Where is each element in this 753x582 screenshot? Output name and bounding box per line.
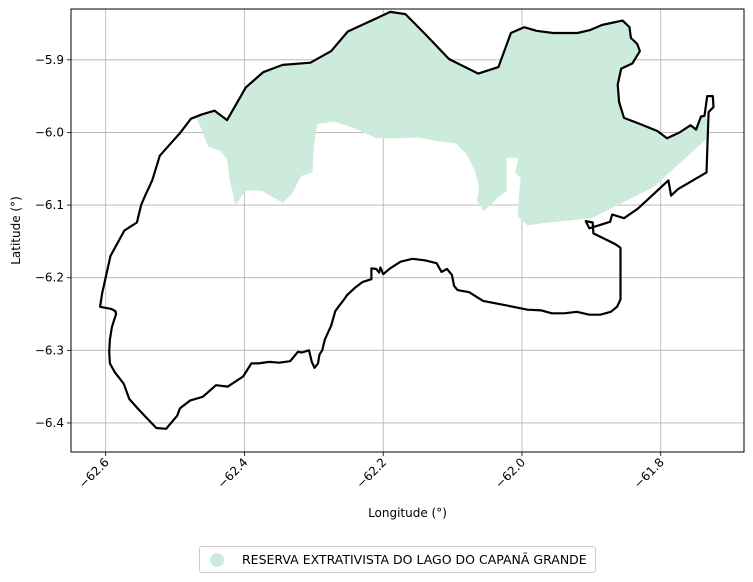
x-tick-label: −62.6 [76,455,112,491]
x-tick-label: −62.2 [353,455,389,491]
x-axis-label: Longitude (°) [368,506,447,520]
x-tick-label: −62.4 [215,455,251,491]
legend-swatch-reserve [210,552,224,567]
legend: RESERVA EXTRATIVISTA DO LAGO DO CAPANÃ G… [199,546,596,573]
y-tick-label: −6.4 [35,416,64,430]
reserve-area-layer [195,11,709,226]
y-tick-label: −6.0 [35,125,64,139]
y-tick-label: −5.9 [35,53,64,67]
y-axis-label: Latitude (°) [9,196,23,265]
boundary-outline [99,10,715,430]
x-tick-label: −61.8 [631,455,667,491]
boundary-outline-layer [99,10,715,430]
y-tick-label: −6.2 [35,271,64,285]
legend-label-reserve: RESERVA EXTRATIVISTA DO LAGO DO CAPANÃ G… [242,552,587,567]
plot-frame [70,8,745,453]
x-tick-label: −62.0 [492,455,528,491]
reserve-polygon [195,11,709,226]
y-tick-label: −6.1 [35,198,64,212]
y-tick-label: −6.3 [35,343,64,357]
